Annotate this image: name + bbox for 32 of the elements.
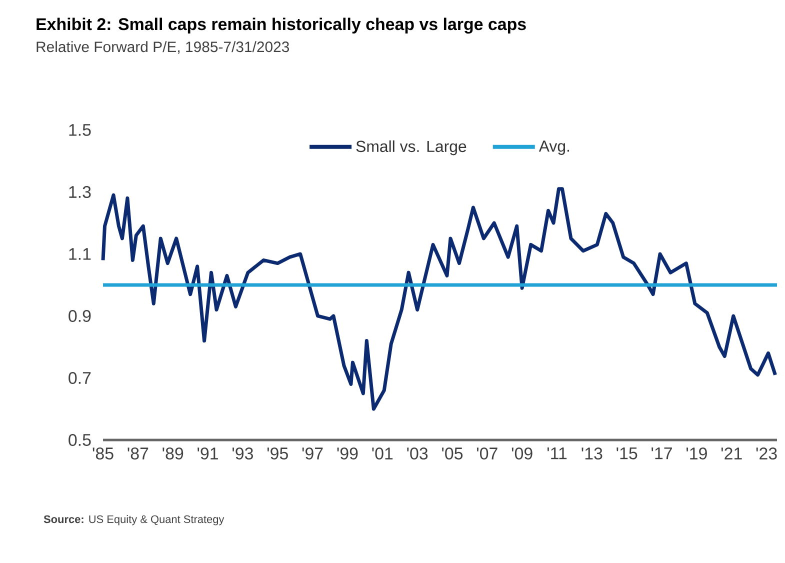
x-tick-label: '13 [582,448,602,460]
x-tick-label: '85 [92,448,114,460]
chart-title: Exhibit 2: Small caps remain historically cheap vs large caps [36,18,526,34]
x-tick-label: '89 [162,448,184,460]
x-tick-label: '23 [756,448,777,460]
x-tick-label: '95 [267,448,288,460]
x-tick-label: '07 [476,448,498,460]
x-tick-label: '01 [372,448,393,460]
legend-label: Small vs. Large [356,140,466,156]
y-tick-label: 0.9 [68,310,91,322]
x-tick-label: '15 [616,448,638,460]
x-tick-label: '99 [337,448,358,460]
y-tick-label: 1.1 [69,248,91,260]
x-tick-label: '93 [232,448,253,460]
x-tick-label: '97 [302,448,323,460]
y-tick-label: 0.5 [68,434,91,446]
x-tick-label: '17 [652,448,672,460]
x-tick-label: '05 [442,448,463,460]
chart-subtitle: Relative Forward P/E, 1985-7/31/2023 [36,41,290,54]
x-tick-label: '03 [407,448,428,460]
line-series [101,187,778,411]
x-tick-label: '09 [512,448,532,460]
y-tick-label: 1.3 [69,186,91,198]
text: Source: US Equity & Quant Strategy [44,515,224,526]
x-tick-label: '87 [128,448,148,460]
x-tick-label: '19 [686,448,707,460]
y-tick-label: 0.7 [68,372,91,384]
y-tick-label: 1.5 [69,124,91,136]
x-tick-label: '21 [721,448,742,460]
legend-label: Avg. [538,140,570,155]
x-tick-label: '11 [547,448,567,460]
x-tick-label: '91 [198,448,218,460]
